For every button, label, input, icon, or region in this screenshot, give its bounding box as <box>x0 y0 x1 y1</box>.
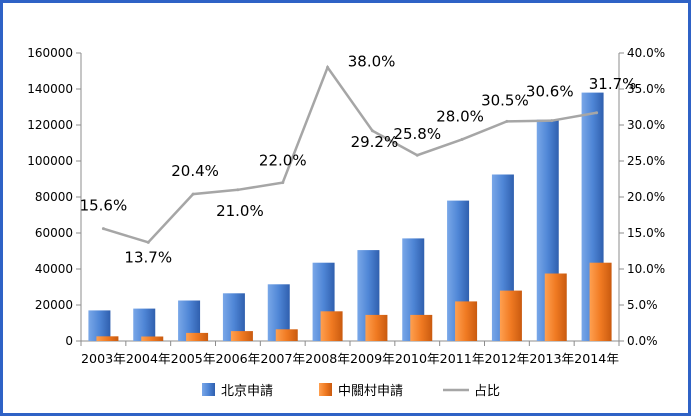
left-tick-label: 160000 <box>27 46 73 60</box>
share-point <box>191 192 195 196</box>
bar-beijing <box>88 310 111 341</box>
share-data-label: 29.2% <box>351 133 399 151</box>
share-data-label: 15.6% <box>80 197 128 215</box>
x-tick-label: 2004年 <box>126 352 171 366</box>
right-tick-label: 0.0% <box>627 334 658 348</box>
bar-zhongguancun <box>320 311 343 341</box>
x-tick-label: 2006年 <box>216 352 261 366</box>
left-tick-label: 0 <box>65 334 73 348</box>
combo-chart: 0 20000 40000 60000 80000 100000 120000 140000 1… <box>27 46 665 399</box>
left-tick-label: 40000 <box>35 262 73 276</box>
x-tick-label: 2005年 <box>171 352 216 366</box>
share-point <box>146 240 150 244</box>
bar-beijing <box>222 293 245 341</box>
bar-beijing <box>178 300 201 341</box>
share-point <box>595 111 599 115</box>
bar-zhongguancun <box>96 336 119 341</box>
right-tick-label: 15.0% <box>627 226 665 240</box>
share-data-label: 30.5% <box>481 91 529 109</box>
legend-label-beijing: 北京申請 <box>221 384 273 399</box>
x-tick-label: 2007年 <box>260 352 305 366</box>
share-data-label: 28.0% <box>436 107 484 125</box>
bar-zhongguancun <box>365 314 388 341</box>
right-tick-label: 40.0% <box>627 46 665 60</box>
bar-zhongguancun <box>589 262 612 341</box>
share-point <box>236 188 240 192</box>
share-data-label: 25.8% <box>393 125 441 143</box>
right-tick-label: 30.0% <box>627 118 665 132</box>
bar-zhongguancun <box>544 273 567 341</box>
bar-zhongguancun <box>186 332 209 341</box>
x-tick-label: 2013年 <box>529 352 574 366</box>
bar-zhongguancun <box>499 290 522 341</box>
left-tick-label: 120000 <box>27 118 73 132</box>
x-tick-label: 2010年 <box>395 352 440 366</box>
share-point <box>550 119 554 123</box>
legend-label-share: 占比 <box>474 384 500 399</box>
left-tick-label: 100000 <box>27 154 73 168</box>
x-tick-label: 2009年 <box>350 352 395 366</box>
left-tick-label: 20000 <box>35 298 73 312</box>
share-point <box>101 227 105 231</box>
left-tick-label: 60000 <box>35 226 73 240</box>
bar-beijing <box>267 284 290 341</box>
right-tick-label: 20.0% <box>627 190 665 204</box>
legend-swatch-zhongguancun <box>319 383 332 396</box>
share-point <box>505 119 509 123</box>
bar-zhongguancun <box>230 331 253 341</box>
share-data-label: 20.4% <box>171 162 219 180</box>
right-tick-label: 25.0% <box>627 154 665 168</box>
right-tick-label: 10.0% <box>627 262 665 276</box>
share-point <box>415 153 419 157</box>
share-data-label: 31.7% <box>589 75 637 93</box>
legend-label-zhongguancun: 中關村申請 <box>338 384 403 399</box>
right-tick-label: 35.0% <box>627 82 665 96</box>
x-tick-label: 2011年 <box>440 352 485 366</box>
bar-zhongguancun <box>275 329 298 341</box>
left-tick-label: 140000 <box>27 82 73 96</box>
bar-beijing <box>133 308 156 341</box>
left-tick-label: 80000 <box>35 190 73 204</box>
x-tick-label: 2014年 <box>574 352 619 366</box>
bar-zhongguancun <box>455 301 478 341</box>
share-data-label: 38.0% <box>348 52 396 70</box>
x-tick-label: 2008年 <box>305 352 350 366</box>
share-point <box>281 181 285 185</box>
legend-swatch-beijing <box>202 383 215 396</box>
share-line <box>103 64 597 244</box>
right-tick-label: 5.0% <box>627 298 658 312</box>
share-point <box>326 65 330 69</box>
share-data-label: 13.7% <box>124 248 172 266</box>
x-tick-label: 2012年 <box>485 352 530 366</box>
x-tick-label: 2003年 <box>81 352 126 366</box>
share-data-label: 22.0% <box>259 152 307 170</box>
share-point <box>460 137 464 141</box>
share-point <box>370 129 374 133</box>
share-data-label: 30.6% <box>526 83 574 101</box>
bar-zhongguancun <box>410 314 433 341</box>
bar-zhongguancun <box>141 336 164 341</box>
share-data-label: 21.0% <box>216 202 264 220</box>
